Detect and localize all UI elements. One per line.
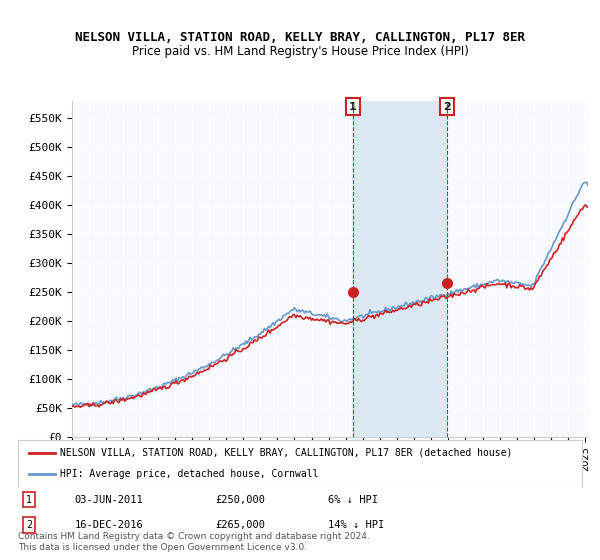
Text: £265,000: £265,000 [215,520,265,530]
Text: 1: 1 [349,101,356,111]
Text: £250,000: £250,000 [215,494,265,505]
Text: NELSON VILLA, STATION ROAD, KELLY BRAY, CALLINGTON, PL17 8ER: NELSON VILLA, STATION ROAD, KELLY BRAY, … [75,31,525,44]
Text: 16-DEC-2016: 16-DEC-2016 [74,520,143,530]
Text: 14% ↓ HPI: 14% ↓ HPI [328,520,385,530]
Text: 2: 2 [443,101,451,111]
Text: 6% ↓ HPI: 6% ↓ HPI [328,494,378,505]
Text: 1: 1 [26,494,32,505]
Text: NELSON VILLA, STATION ROAD, KELLY BRAY, CALLINGTON, PL17 8ER (detached house): NELSON VILLA, STATION ROAD, KELLY BRAY, … [60,448,512,458]
Text: 03-JUN-2011: 03-JUN-2011 [74,494,143,505]
Text: Price paid vs. HM Land Registry's House Price Index (HPI): Price paid vs. HM Land Registry's House … [131,45,469,58]
Bar [353,101,447,437]
Text: 2: 2 [26,520,32,530]
Text: Contains HM Land Registry data © Crown copyright and database right 2024.
This d: Contains HM Land Registry data © Crown c… [18,532,370,552]
Text: HPI: Average price, detached house, Cornwall: HPI: Average price, detached house, Corn… [60,469,319,479]
